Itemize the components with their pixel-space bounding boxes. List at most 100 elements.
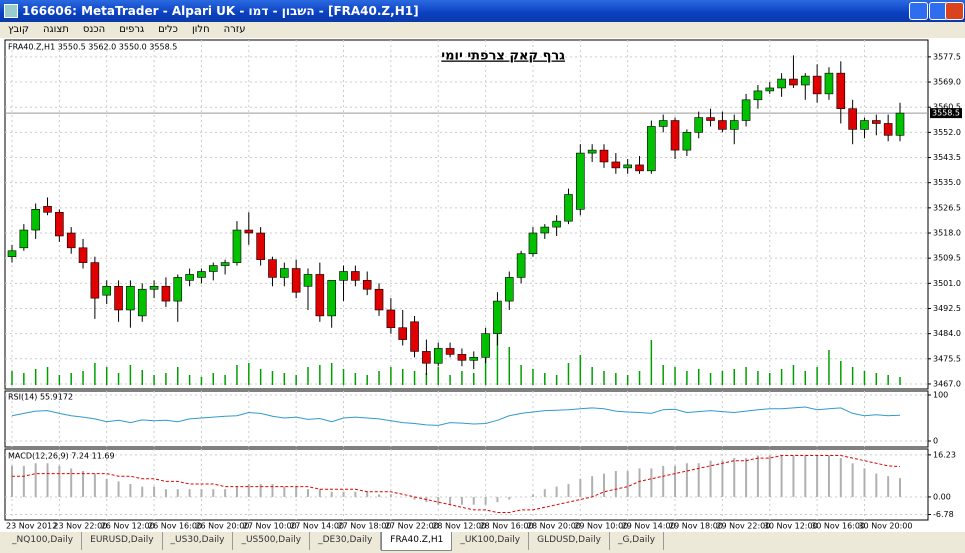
candle-body [268,259,277,278]
rsi-line [11,406,901,426]
candle-body [197,271,206,278]
panel-frame [4,448,929,521]
x-tick-label: 26 Nov 20:00 [195,522,249,531]
minimize-button[interactable] [909,2,928,20]
y-tick-label: 3552.0 [933,128,961,137]
candle-body [599,149,609,163]
x-tick-label: 28 Nov 12:00 [432,522,486,531]
menu-item[interactable]: עזרה [223,24,246,35]
candle-body [682,132,692,151]
annotation: גרף קאק צרפתי יומי [441,49,565,64]
candle-body [741,99,751,121]
candle-body [7,250,17,257]
candle-body [800,75,810,86]
candle-body [43,206,52,213]
candle-body [883,123,893,136]
x-tick-label: 26 Nov 16:00 [148,522,202,531]
y-tick-label: 3569.0 [933,78,961,87]
candle-body [114,285,123,311]
candle-body [718,120,727,130]
chart-tab[interactable]: GLDUSD,Daily [529,532,610,550]
panel-frame [4,390,929,448]
y-tick-label: 3467.0 [933,379,961,388]
candle-body [587,149,597,154]
candle-body [848,108,857,130]
chart-tab[interactable]: EURUSD,Daily [82,532,163,550]
candle-body [31,209,40,231]
candle-body [327,280,336,317]
x-tick-label: 30 Nov 12:00 [764,522,818,531]
y-tick-label: 3484.0 [933,329,961,338]
candle-body [481,333,490,358]
candle-body [729,120,739,130]
candle-body [706,117,715,121]
candle-body [753,90,763,101]
candle-body [658,120,668,127]
candle-body [244,229,254,234]
candle-body [208,265,218,272]
candle-body [528,232,538,255]
menu-item[interactable]: תצוגה [43,24,69,35]
candle-body [647,126,656,172]
menu-item[interactable]: כלים [158,24,178,35]
y-tick-label: 0 [933,437,938,446]
y-tick-label: 3526.5 [933,203,961,212]
candle-body [386,309,396,329]
chart-tab[interactable]: FRA40.Z,H1 [381,532,453,551]
candle-body [540,226,550,234]
y-tick-label: 3501.0 [933,279,961,288]
chart-tab[interactable]: _US500,Daily [233,532,311,550]
menu-item[interactable]: קובץ [8,24,29,35]
window-title: 166606: MetaTrader - Alpari UK - השבון -… [22,4,419,18]
candle-body [445,348,455,355]
chart-tabs: _NQ100,Daily EURUSD,Daily _US30,Daily _US50… [0,532,965,551]
candle-body [812,75,822,95]
candle-body [90,262,100,299]
macd-header: MACD(12,26,9) 7.24 11.69 [8,452,115,461]
app-icon [4,4,18,18]
x-tick-label: 28 Nov 16:00 [480,522,534,531]
candle-body [19,229,29,249]
candle-body [433,348,443,364]
menu-item[interactable]: הכנס [82,24,106,35]
y-tick-label: 3475.5 [933,354,961,363]
y-tick-label: 3518.0 [933,229,961,238]
candle-body [161,285,171,302]
chart-tab[interactable]: _G,Daily [610,532,665,550]
candle-body [173,277,183,302]
macd-signal-line [12,455,901,513]
y-tick-label: 16.23 [933,450,956,459]
y-tick-label: 3577.5 [933,52,961,61]
candle-body [410,321,419,352]
close-button[interactable] [945,2,964,20]
chart-tab[interactable]: _UK100,Daily [452,532,530,550]
menu-item[interactable]: גרפים [119,24,145,35]
candle-body [220,262,230,266]
candle-body [694,117,704,133]
panel-frame [4,39,929,390]
y-tick-label: 3560.5 [933,103,961,112]
x-tick-label: 29 Nov 14:00 [622,522,676,531]
candle-body [765,87,775,92]
candle-body [303,274,313,287]
title-bar: 166606: MetaTrader - Alpari UK - השבון -… [0,0,965,22]
menu-bar: קובץ תצוגה הכנס גרפים כלים חלון עזרה [0,22,965,38]
candle-body [895,112,905,136]
candle-body [66,232,76,249]
candle-body [469,357,479,361]
menu-item[interactable]: חלון [191,24,210,35]
chart-tab[interactable]: _DE30,Daily [310,532,382,550]
y-tick-label: 3543.5 [933,153,961,162]
candle-body [339,271,348,281]
candle-body [149,285,159,290]
candle-body [137,288,147,317]
chart-tab[interactable]: _NQ100,Daily [4,532,83,550]
candle-body [635,164,644,172]
candle-body [576,152,585,210]
candle-body [564,194,573,222]
candle-body [504,277,514,302]
candle-body [516,253,526,278]
x-tick-label: 29 Nov 10:00 [574,522,628,531]
chart-tab[interactable]: _US30,Daily [163,532,234,550]
